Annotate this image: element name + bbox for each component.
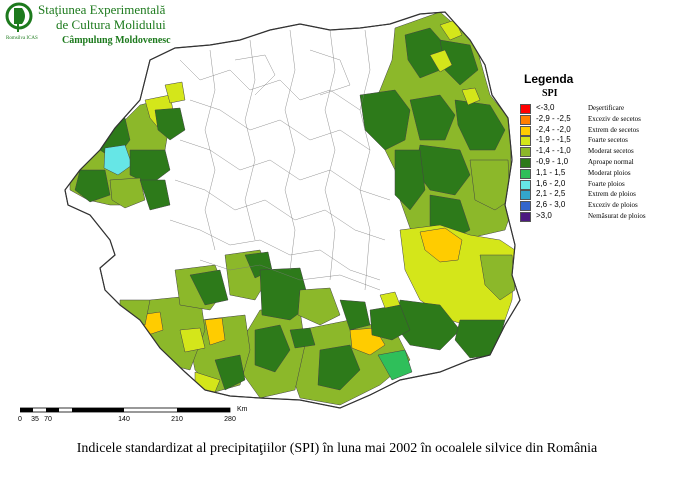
legend-swatch bbox=[520, 104, 531, 114]
legend-swatch bbox=[520, 114, 531, 125]
institution-header: Romsilva ICAS Staţiunea Experimentală de… bbox=[4, 2, 204, 54]
legend-item: 2,6 - 3,0 Exceziv de ploios bbox=[520, 200, 670, 212]
legend-item: 1,1 - 1,5 Moderat ploios bbox=[520, 168, 670, 180]
legend-swatch bbox=[520, 201, 531, 212]
institution-location: Câmpulung Moldovenesc bbox=[62, 35, 171, 46]
legend-range: -2,9 - -2,5 bbox=[536, 113, 571, 123]
scale-bar: 0 35 70 140 210 280 Km bbox=[18, 406, 250, 430]
scale-tick-label: 210 bbox=[171, 416, 183, 423]
legend-swatch bbox=[520, 158, 531, 168]
legend-item: -1,9 - -1,5 Foarte secetos bbox=[520, 135, 670, 147]
legend-range: 2,6 - 3,0 bbox=[536, 200, 566, 210]
country-border bbox=[64, 11, 521, 409]
legend-label: Foarte secetos bbox=[588, 136, 628, 145]
legend-item: -1,4 - -1,0 Moderat secetos bbox=[520, 146, 670, 158]
legend-item: 1,6 - 2,0 Foarte ploios bbox=[520, 179, 670, 191]
legend-label: Extrem de ploios bbox=[588, 190, 636, 199]
legend-label: Moderat ploios bbox=[588, 168, 631, 177]
scale-tick-label: 70 bbox=[44, 416, 52, 423]
legend-label: Exceziv de ploios bbox=[588, 201, 638, 210]
legend-item: -2,9 - -2,5 Exceziv de secetos bbox=[520, 114, 670, 126]
legend-swatch bbox=[520, 190, 531, 201]
legend-swatch bbox=[520, 168, 531, 179]
legend-label: Foarte ploios bbox=[588, 179, 625, 188]
scale-tick-label: 280 bbox=[224, 416, 236, 423]
legend-title: Legenda bbox=[524, 72, 574, 86]
legend-range: -1,9 - -1,5 bbox=[536, 135, 571, 145]
legend-label: Moderat secetos bbox=[588, 147, 634, 156]
institution-logo-icon bbox=[5, 2, 33, 32]
scale-unit: Km bbox=[237, 406, 248, 413]
legend-label: Extrem de secetos bbox=[588, 125, 639, 134]
scale-bar-graphic bbox=[20, 407, 231, 413]
institution-name-line1: Staţiunea Experimentală bbox=[38, 2, 166, 17]
legend-range: -0,9 - 1,0 bbox=[536, 157, 569, 166]
scale-tick-label: 140 bbox=[118, 416, 130, 423]
legend-item: >3,0 Nemăsurat de ploios bbox=[520, 211, 670, 223]
legend-item: <-3,0 Deşertificare bbox=[520, 103, 670, 115]
legend-item: -0,9 - 1,0 Aproape normal bbox=[520, 157, 670, 169]
legend-subtitle: SPI bbox=[542, 88, 558, 99]
legend-label: Deşertificare bbox=[588, 104, 625, 112]
legend-swatch bbox=[520, 136, 531, 147]
forest-district-boundaries bbox=[169, 29, 391, 291]
legend: Legenda SPI <-3,0 Deşertificare -2,9 - -2,… bbox=[514, 72, 670, 232]
legend-range: 1,1 - 1,5 bbox=[536, 167, 566, 177]
legend-swatch bbox=[520, 147, 531, 158]
legend-item: 2,1 - 2,5 Extrem de ploios bbox=[520, 189, 670, 201]
legend-range: -1,4 - -1,0 bbox=[536, 146, 571, 156]
legend-label: Aproape normal bbox=[588, 158, 634, 166]
legend-label: Exceziv de secetos bbox=[588, 114, 641, 123]
legend-range: 1,6 - 2,0 bbox=[536, 178, 566, 188]
legend-swatch bbox=[520, 212, 531, 222]
legend-range: <-3,0 bbox=[536, 103, 555, 112]
scale-tick-label: 35 bbox=[31, 416, 39, 423]
scale-tick-label: 0 bbox=[18, 416, 22, 423]
legend-swatch bbox=[520, 179, 531, 190]
legend-range: 2,1 - 2,5 bbox=[536, 189, 566, 199]
map-caption: Indicele standardizat al precipitaţiilor… bbox=[76, 441, 598, 456]
logo-caption: Romsilva ICAS bbox=[6, 36, 38, 41]
legend-label: Nemăsurat de ploios bbox=[588, 212, 646, 220]
legend-range: -2,4 - -2,0 bbox=[536, 124, 571, 134]
legend-item: -2,4 - -2,0 Extrem de secetos bbox=[520, 125, 670, 137]
legend-range: >3,0 bbox=[536, 211, 552, 220]
legend-swatch bbox=[520, 125, 531, 136]
institution-name-line2: de Cultura Molidului bbox=[56, 17, 166, 32]
